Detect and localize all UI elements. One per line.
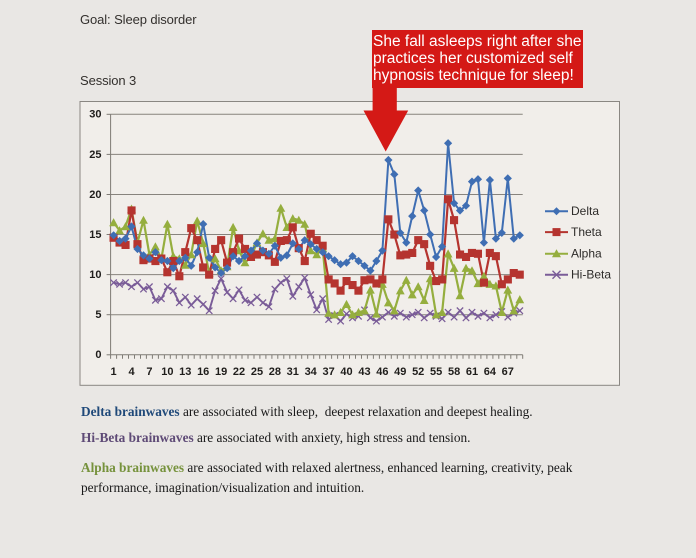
svg-text:10: 10: [89, 269, 101, 281]
svg-text:31: 31: [287, 366, 299, 378]
svg-text:46: 46: [376, 366, 388, 378]
svg-text:40: 40: [340, 366, 352, 378]
svg-text:25: 25: [89, 149, 101, 161]
svg-text:4: 4: [128, 366, 135, 378]
svg-text:10: 10: [161, 366, 173, 378]
svg-text:Delta: Delta: [571, 204, 599, 218]
svg-text:16: 16: [197, 366, 209, 378]
svg-text:Theta: Theta: [571, 225, 602, 239]
svg-text:13: 13: [179, 366, 191, 378]
svg-text:19: 19: [215, 366, 227, 378]
svg-text:30: 30: [89, 109, 101, 121]
svg-text:15: 15: [89, 229, 101, 241]
svg-text:49: 49: [394, 366, 406, 378]
svg-text:61: 61: [466, 366, 478, 378]
svg-text:1: 1: [111, 366, 117, 378]
svg-text:20: 20: [89, 189, 101, 201]
svg-text:34: 34: [305, 366, 318, 378]
svg-text:55: 55: [430, 366, 442, 378]
svg-text:64: 64: [484, 366, 497, 378]
svg-text:25: 25: [251, 366, 263, 378]
svg-text:67: 67: [502, 366, 514, 378]
svg-text:37: 37: [322, 366, 334, 378]
svg-text:28: 28: [269, 366, 281, 378]
svg-text:Hi-Beta: Hi-Beta: [571, 268, 611, 282]
svg-text:0: 0: [95, 349, 101, 361]
svg-text:5: 5: [95, 309, 101, 321]
svg-text:52: 52: [412, 366, 424, 378]
svg-text:7: 7: [146, 366, 152, 378]
svg-text:43: 43: [358, 366, 370, 378]
svg-text:Alpha: Alpha: [571, 247, 602, 261]
svg-text:22: 22: [233, 366, 245, 378]
svg-text:58: 58: [448, 366, 460, 378]
